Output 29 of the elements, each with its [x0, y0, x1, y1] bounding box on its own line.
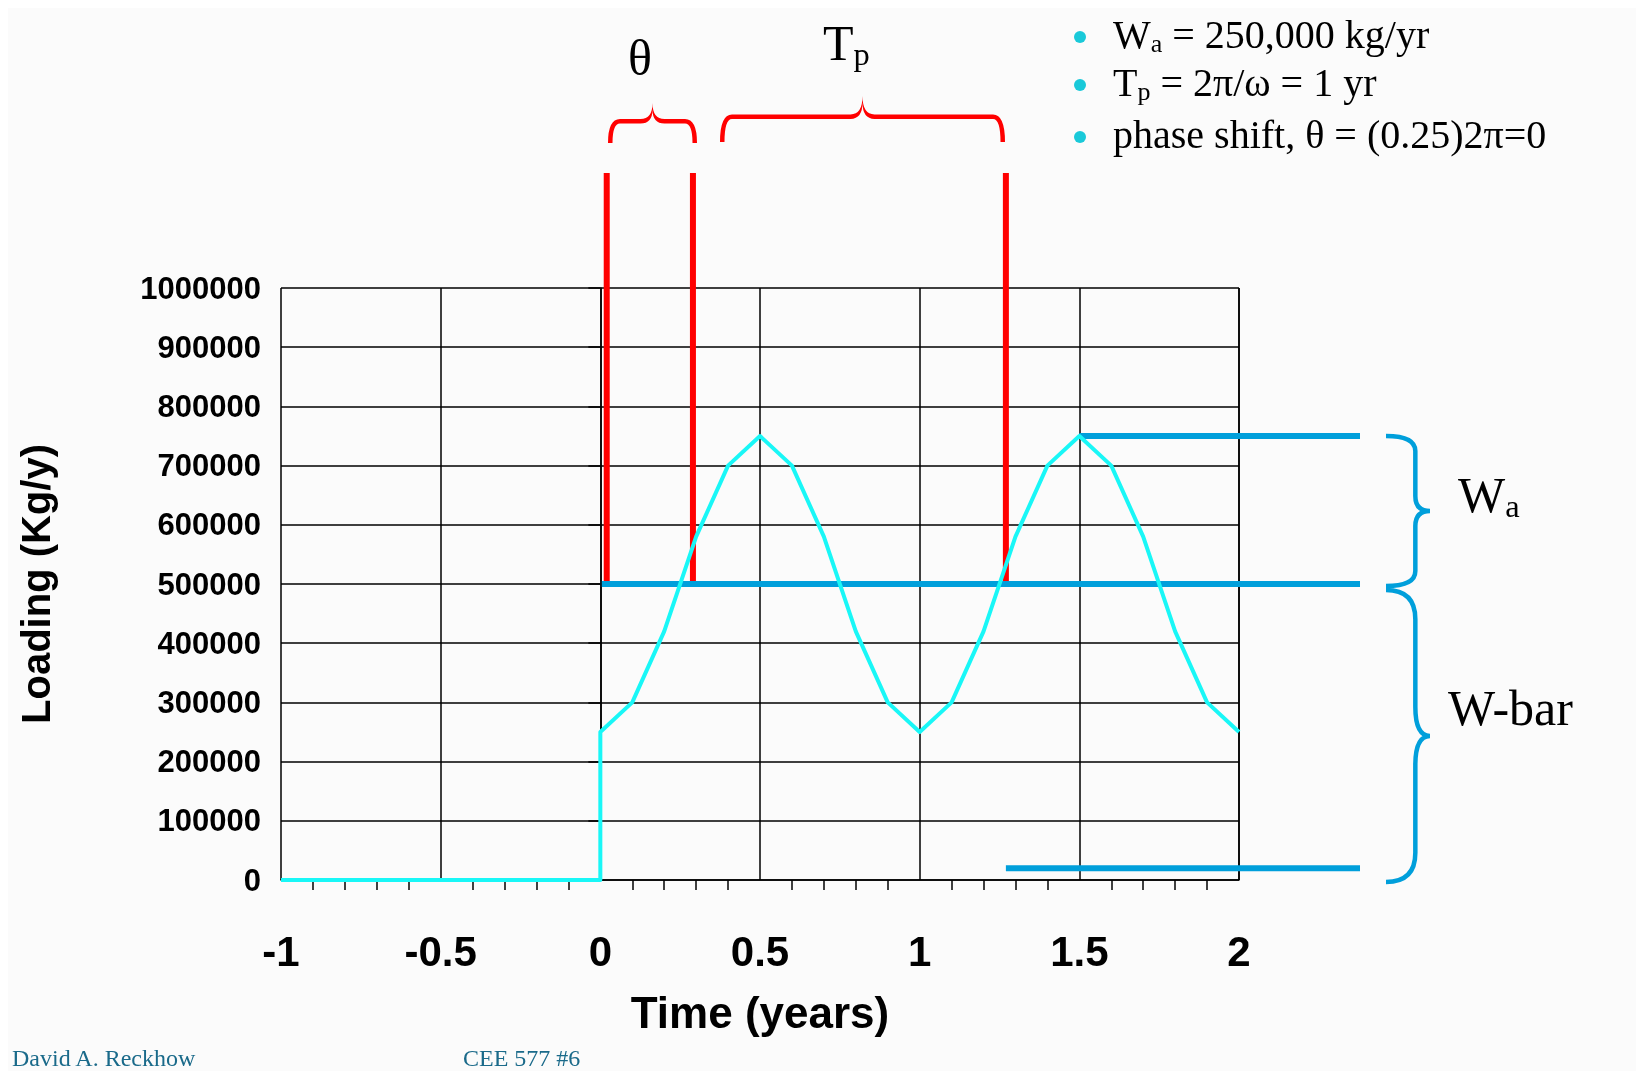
text: Wa — [1458, 467, 1520, 525]
x-tick-label: 2 — [1227, 927, 1251, 975]
x-tick-label: 0.5 — [730, 927, 790, 975]
text: Tp = 2π/ω = 1 yr — [1113, 59, 1377, 106]
text: θ — [628, 30, 652, 86]
y-tick-label: 0 — [243, 862, 261, 898]
x-tick-label: -1 — [262, 927, 300, 975]
text: phase shift, θ = (0.25)2π=0 — [1113, 111, 1547, 157]
x-tick-label: 1 — [907, 927, 932, 975]
x-axis-title: Time (years) — [630, 987, 890, 1037]
y-tick-label: 100000 — [157, 803, 261, 839]
x-tick-label: 1.5 — [1050, 927, 1109, 975]
y-tick-label: 1000000 — [140, 270, 261, 306]
text: Tp — [823, 15, 870, 73]
y-tick-label: 900000 — [157, 329, 261, 365]
y-tick-label: 400000 — [157, 625, 261, 661]
y-tick-label: 300000 — [157, 684, 261, 720]
y-tick-label: 700000 — [157, 448, 261, 484]
y-tick-label: 800000 — [157, 388, 261, 424]
y-tick-label: 500000 — [157, 566, 261, 602]
y-tick-label: 200000 — [157, 744, 261, 780]
text: Wa = 250,000 kg/yr — [1113, 11, 1430, 58]
y-tick-label: 600000 — [157, 507, 261, 543]
text: CEE 577 #6 — [463, 1045, 581, 1071]
y-axis-title: Loading (Kg/y) — [14, 444, 58, 724]
x-tick-label: -0.5 — [404, 927, 477, 975]
text: David A. Reckhow — [12, 1045, 196, 1071]
x-tick-label: 0 — [588, 927, 613, 975]
text: W-bar — [1448, 680, 1574, 736]
